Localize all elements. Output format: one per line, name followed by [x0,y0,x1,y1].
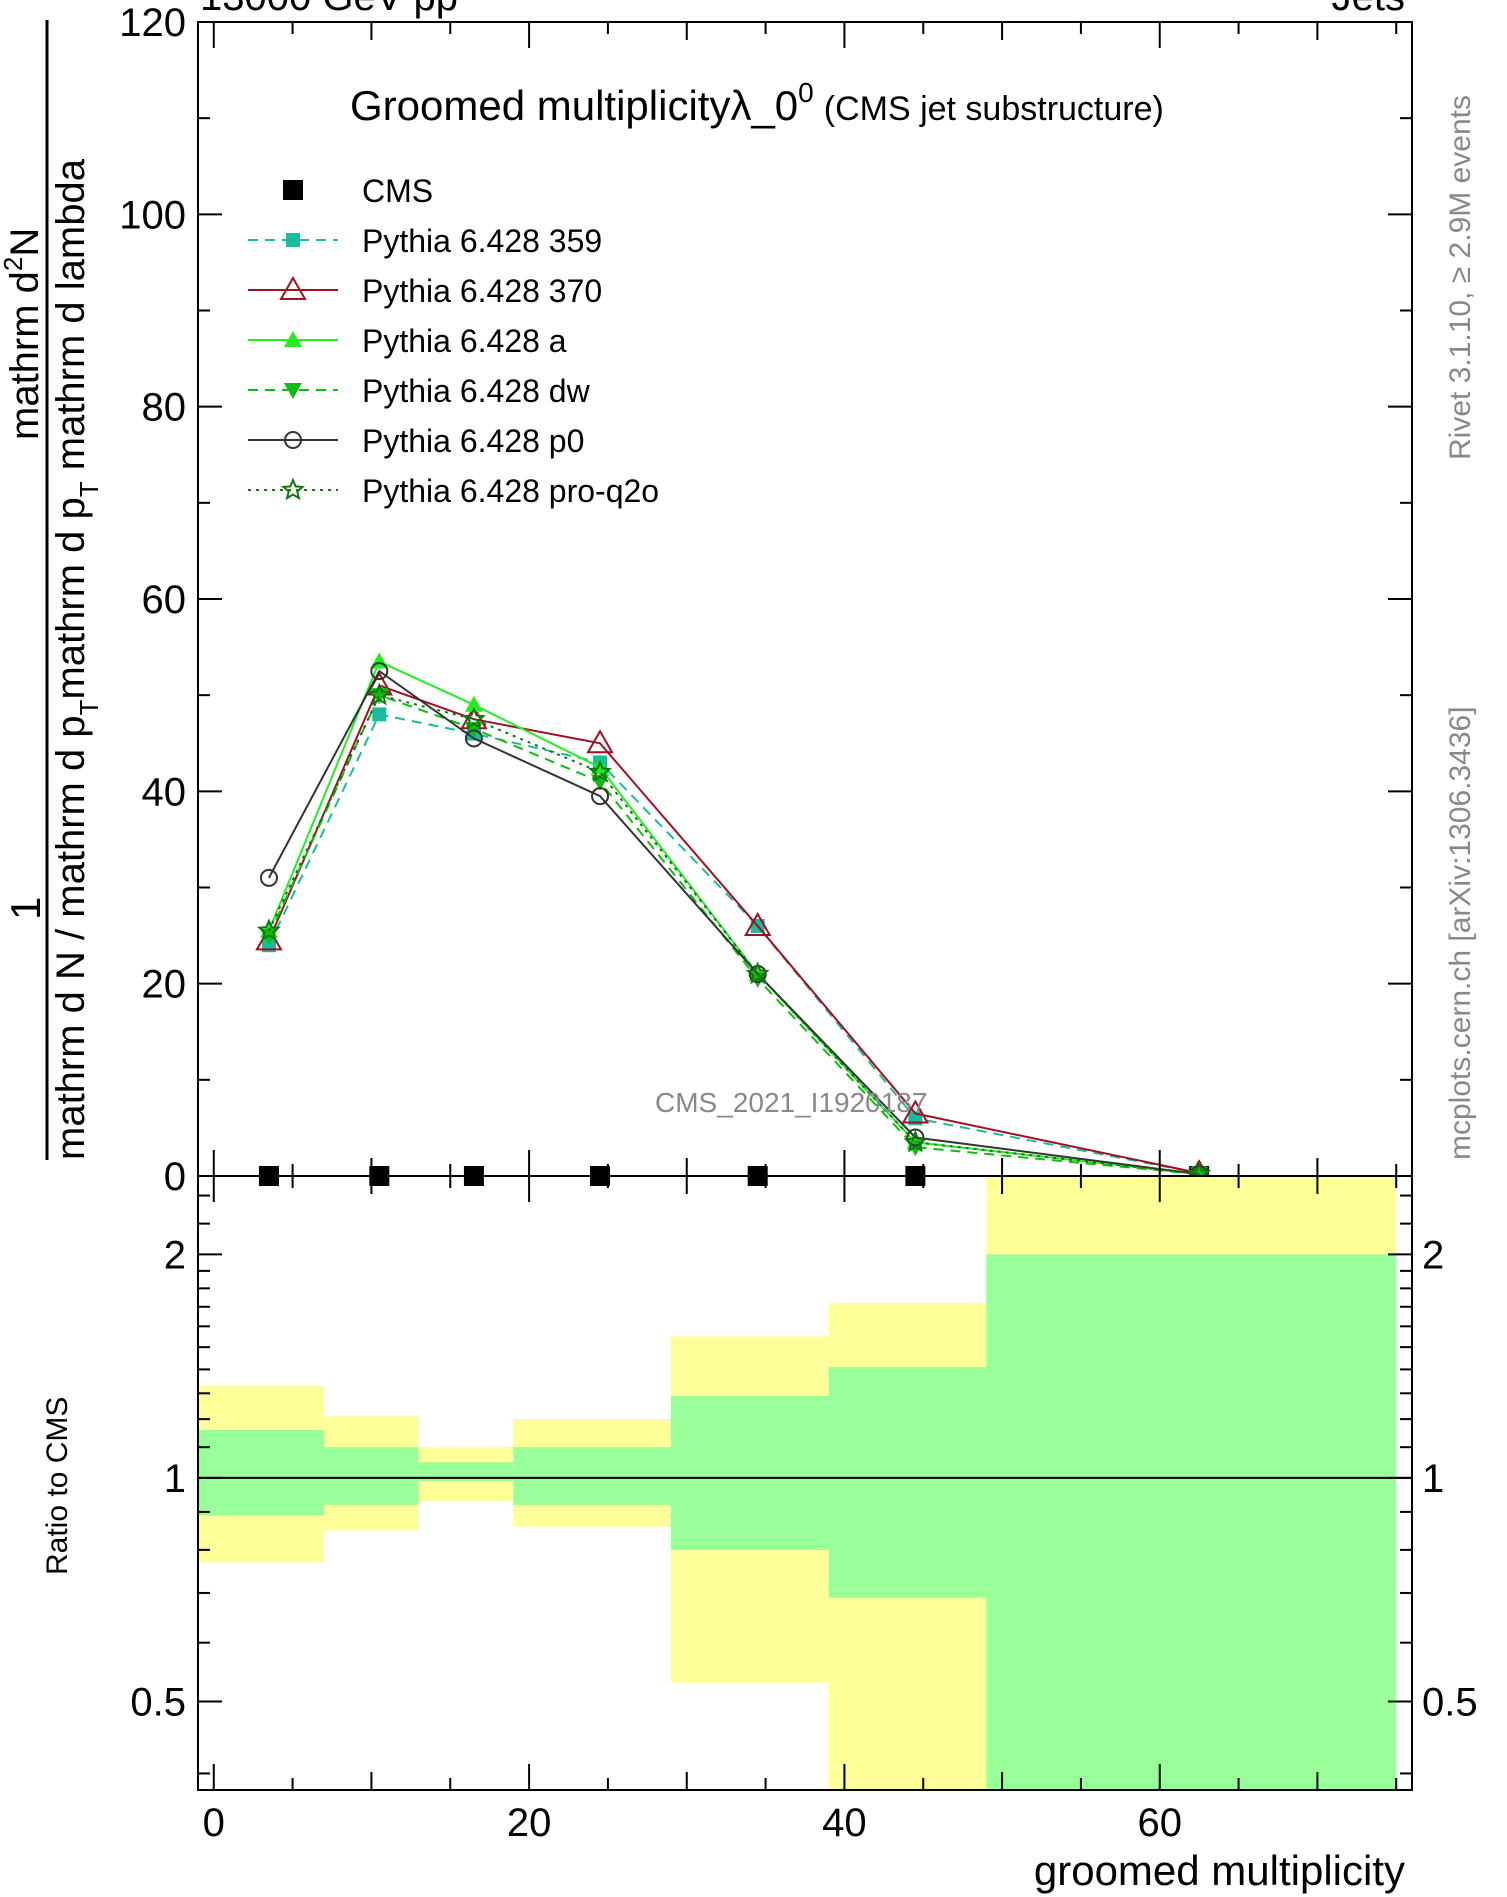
main-ytick-label-6: 120 [119,1,186,45]
series-6-point-1 [367,682,392,706]
legend: CMS Pythia 6.428 359 Pythia 6.428 370 Pythi… [248,173,659,509]
series-5 [259,662,1209,1184]
series-2-point-4 [743,911,772,936]
main-ytick-label-4: 80 [142,386,187,430]
main-ytick-label-1: 20 [142,963,187,1007]
legend-label-1: Pythia 6.428 359 [362,223,602,259]
header-right-label: Jets [1332,0,1405,19]
series-6-point-4 [745,961,770,985]
chart-title-note: (CMS jet substructure) [824,90,1164,128]
legend-label-3: Pythia 6.428 a [362,323,567,359]
x-tick-label-3: 60 [1137,1801,1182,1845]
ratio-ytick-label-1: 1 [164,1457,186,1501]
main-ytick-label-0: 0 [164,1155,186,1199]
series-3-point-2 [464,695,483,712]
x-tick-label-2: 40 [822,1801,867,1845]
legend-label-0: CMS [362,173,433,209]
legend-label-5: Pythia 6.428 p0 [362,423,584,459]
x-tick-label-0: 0 [203,1801,225,1845]
series-6-point-2 [461,706,486,730]
main-ylabel-den-sub: T [74,699,104,715]
main-ylabel-top: mathrm d2N [0,228,47,440]
ratio-ytick-label-0: 0.5 [130,1680,186,1724]
ratio-ytick-label-right-2: 2 [1422,1233,1444,1277]
ratio-ylabel: Ratio to CMS [41,1397,74,1575]
ratio-inner-band-6 [986,1254,1397,1790]
legend-marker-2 [279,275,307,300]
main-ytick-label-2: 40 [142,770,187,814]
series-5-point-0 [259,868,278,887]
legend-item-1: Pythia 6.428 359 [248,223,602,259]
chart-title-text: Groomed multiplicity [350,82,730,129]
main-ylabel-top-text: mathrm d [3,271,47,440]
x-tick-label-1: 20 [507,1801,552,1845]
series-5-point-5 [906,1128,925,1147]
legend-marker-0 [283,180,303,200]
chart-title: Groomed multiplicityλ_00 (CMS jet substru… [350,77,1164,129]
ratio-bands-group [198,1176,1412,1790]
ratio-inner-band-1 [324,1447,419,1505]
series-2-point-5 [901,1099,930,1124]
chart-title-symbol: λ_0 [730,82,798,129]
ratio-inner-band-2 [418,1462,514,1482]
rivet-version-label: Rivet 3.1.10, ≥ 2.9M events [1444,95,1477,460]
ratio-axes: 0.5 0.51 12 20 20 40 60 [130,1175,1478,1845]
series-line-5 [268,669,1200,1176]
legend-item-3: Pythia 6.428 a [248,323,567,359]
ratio-inner-band-3 [513,1447,671,1505]
legend-marker-3 [284,331,302,347]
main-ytick-label-3: 60 [142,578,187,622]
series-6-point-0 [256,918,281,942]
main-axes: 0 20 40 60 80 100 120 [119,1,1413,1199]
legend-marker-6 [281,477,305,501]
chart-title-superscript: 0 [798,77,814,108]
series-6-point-5 [903,1129,928,1153]
ratio-ytick-label-2: 2 [164,1233,186,1277]
main-ylabel-den-rest: mathrm d p [49,497,93,699]
main-ylabel-denominator: mathrm d N / mathrm d pTmathrm d pT math… [49,158,104,1160]
series-5-point-3 [591,787,610,806]
legend-item-5: Pythia 6.428 p0 [248,423,584,459]
analysis-watermark: CMS_2021_I1920187 [655,1087,927,1118]
ratio-inner-band-4 [670,1395,829,1550]
legend-marker-1 [286,233,300,247]
legend-label-6: Pythia 6.428 pro-q2o [362,473,659,509]
series-1-point-1 [372,707,387,722]
series-5-point-2 [464,729,483,748]
ratio-frame [197,1175,1413,1791]
legend-label-4: Pythia 6.428 dw [362,373,591,409]
legend-marker-4 [284,383,302,399]
series-5-point-1 [370,662,389,681]
main-ylabel-den-rest-sub: T [74,481,104,497]
ratio-ytick-label-right-1: 1 [1422,1457,1444,1501]
legend-item-4: Pythia 6.428 dw [248,373,591,409]
main-ylabel-den-tail: mathrm d lambda [49,158,93,481]
series-2-point-3 [586,729,614,754]
legend-item-0: CMS [283,173,433,209]
mcplots-label: mcplots.cern.ch [arXiv:1306.3436] [1444,706,1477,1160]
legend-label-2: Pythia 6.428 370 [362,273,602,309]
main-ylabel-top-sup: 2 [0,257,28,271]
main-ylabel: 1 mathrm d2N mathrm d N / mathrm d pTmat… [0,20,104,1160]
header-left-label: 13000 GeV pp [200,0,458,19]
ratio-inner-band-5 [828,1367,987,1598]
main-ytick-label-5: 100 [119,193,186,237]
main-ylabel-numerator: 1 [2,897,49,920]
main-ylabel-den-text: mathrm d N / mathrm d p [49,715,93,1160]
x-axis-label: groomed multiplicity [1034,1847,1405,1894]
legend-item-6: Pythia 6.428 pro-q2o [248,473,659,509]
ratio-inner-band-0 [198,1430,325,1516]
main-ylabel-top-end: N [3,228,47,257]
legend-marker-5 [284,431,302,449]
series-6-point-3 [587,759,612,783]
ratio-ytick-label-right-0: 0.5 [1422,1680,1478,1724]
legend-item-2: Pythia 6.428 370 [248,273,602,309]
